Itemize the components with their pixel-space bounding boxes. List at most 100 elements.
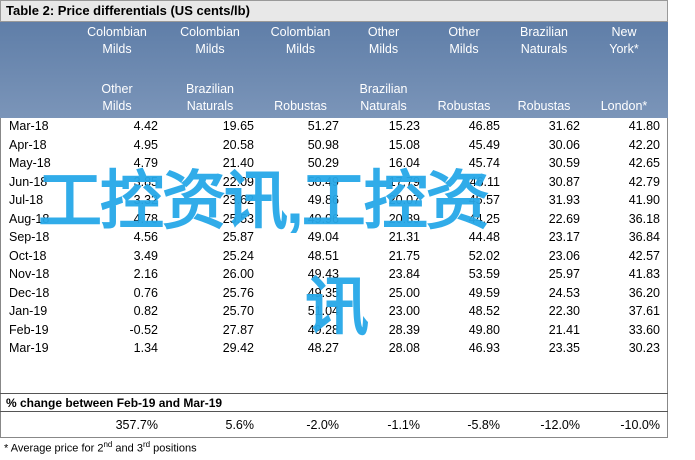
cell: 25.70 [222,304,254,318]
cell: 0.76 [133,285,158,300]
row-label: Jul-18 [9,193,44,207]
table-frame [0,118,668,438]
cell: 22.30 [548,304,580,318]
cell: 21.41 [548,322,580,337]
cell: 46.85 [468,119,500,133]
column-header: Other [367,25,400,39]
column-header: New [611,25,637,39]
cell: 48.51 [307,248,339,263]
watermark: 讯 [305,271,369,343]
cell: 42.57 [628,248,660,263]
cell: 49.35 [307,285,339,300]
row-label: May-18 [9,156,51,170]
change-cell: -2.0% [306,418,339,432]
cell: 30.23 [628,341,660,355]
table-title: Table 2: Price differentials (US cents/l… [6,3,250,18]
cell: 21.75 [388,248,420,263]
cell: 25.76 [222,285,254,300]
cell: 49.80 [468,322,500,337]
cell: 31.93 [548,193,580,207]
cell: 42.65 [628,156,660,170]
cell: 50.29 [307,156,339,170]
column-header: Naturals [360,99,407,113]
footnote-text: and 3 [112,442,143,455]
change-label: % change between Feb-19 and Mar-19 [6,396,223,410]
column-header: Robustas [517,99,571,113]
cell: 4.95 [133,137,158,152]
cell: 48.27 [307,341,339,355]
row-label: Feb-19 [9,322,49,337]
cell: 36.18 [628,211,660,226]
cell: 22.69 [548,211,580,226]
cell: 4.56 [133,230,158,244]
cell: 25.97 [548,267,580,281]
column-header: Milds [195,42,225,56]
column-header: Milds [449,42,479,56]
cell: 0.82 [133,304,158,318]
cell: 17.79 [388,174,420,189]
column-header: Colombian [87,25,147,39]
column-header: Robustas [274,99,327,113]
cell: 30.59 [548,156,580,170]
cell: 4.42 [133,119,158,133]
cell: 49.28 [307,322,339,337]
footnote-text: positions [150,442,197,455]
cell: 4.78 [133,211,158,226]
separator [0,411,668,412]
column-header: Naturals [186,99,234,113]
row-label: Oct-18 [9,248,47,263]
column-header: Brazilian [520,25,568,39]
cell: 22.09 [222,174,254,189]
cell: 15.23 [388,119,420,133]
column-header: Milds [102,42,132,56]
cell: 3.32 [133,193,158,207]
column-header: Brazilian [359,82,408,96]
cell: 41.90 [628,193,660,207]
title-bar [0,0,668,22]
cell: 23.17 [548,230,580,244]
column-header: Colombian [270,25,331,39]
cell: 31.62 [548,119,580,133]
cell: 21.40 [222,156,254,170]
cell: 29.42 [222,341,254,355]
cell: 28.39 [388,322,420,337]
row-label: Jun-18 [9,174,48,189]
row-label: Apr-18 [9,137,47,152]
row-label: Mar-19 [9,341,49,355]
cell: 27.87 [222,322,254,337]
cell: 2.16 [133,267,158,281]
cell: 50.49 [307,174,339,189]
cell: 23.35 [548,341,580,355]
cell: 24.53 [548,285,580,300]
cell: 36.20 [628,285,660,300]
footnote-sup: nd [103,440,113,449]
cell: 49.43 [307,267,339,281]
cell: 25.53 [222,211,254,226]
footnote-sup: rd [142,440,151,449]
cell: 23.84 [388,267,420,281]
change-cell: 357.7% [115,418,158,432]
cell: 30.06 [548,137,580,152]
cell: 51.04 [307,304,339,318]
cell: 36.84 [628,230,660,244]
cell: 50.98 [307,137,339,152]
column-header: Robustas [437,99,491,113]
change-cell: -12.0% [540,418,580,432]
cell: 15.08 [388,137,420,152]
column-header: London* [600,99,648,113]
cell: 48.52 [468,304,500,318]
cell: 41.80 [628,119,660,133]
cell: 33.60 [628,322,660,337]
cell: 52.02 [468,248,500,263]
cell: 45.57 [468,193,500,207]
cell: 3.85 [133,174,158,189]
cell: 45.74 [468,156,500,170]
cell: 20.89 [388,211,420,226]
cell: 42.20 [628,137,660,152]
cell: 26.00 [222,267,254,281]
cell: 20.58 [222,137,254,152]
footnote-text: * Average price for 2 [4,442,104,455]
change-cell: 5.6% [225,418,255,432]
row-label: Aug-18 [9,211,50,226]
cell: 28.08 [388,341,420,355]
